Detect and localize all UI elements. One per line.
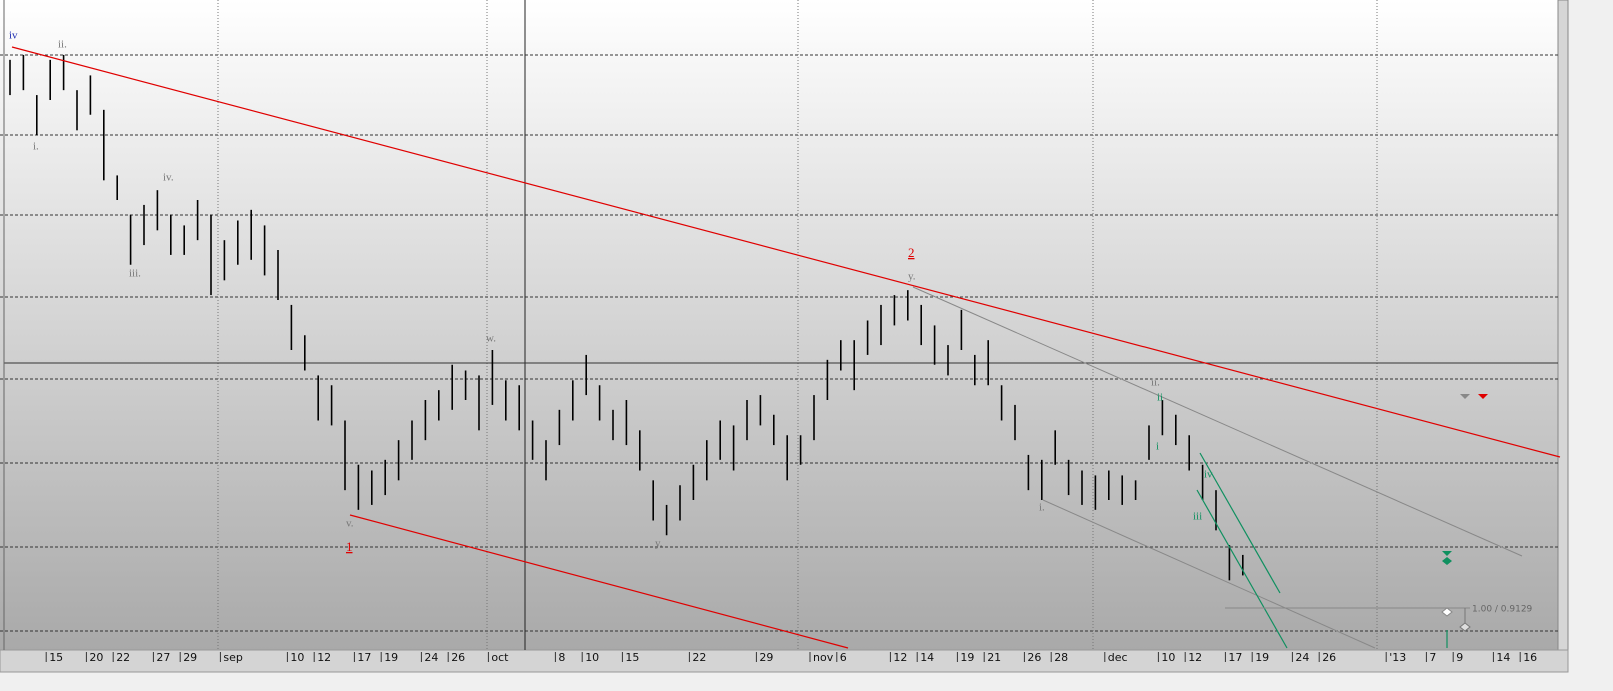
x-tick-label: 12 xyxy=(317,651,331,664)
x-tick-label: 20 xyxy=(89,651,103,664)
x-tick-label: 26 xyxy=(451,651,465,664)
wave-label: iv xyxy=(9,30,18,42)
level-label: 1.00 / 0.9129 xyxy=(1472,605,1533,615)
x-tick-label: 12 xyxy=(893,651,907,664)
x-tick-label: 10 xyxy=(585,651,599,664)
wave-label: 2 xyxy=(908,245,915,260)
x-tick-label: 19 xyxy=(960,651,974,664)
x-axis-band xyxy=(0,649,1569,673)
x-tick-label: 12 xyxy=(1188,651,1202,664)
x-tick-label: 7 xyxy=(1429,651,1436,664)
x-tick-label: 14 xyxy=(1496,651,1510,664)
x-tick-label: 19 xyxy=(1255,651,1269,664)
x-tick-label: 10 xyxy=(290,651,304,664)
plot-background xyxy=(0,0,1558,650)
wave-label: iii. xyxy=(129,268,141,280)
x-tick-label: 21 xyxy=(987,651,1001,664)
x-tick-label: 14 xyxy=(920,651,934,664)
x-tick-label: 29 xyxy=(759,651,773,664)
grid xyxy=(0,0,1558,650)
wave-label: ii. xyxy=(58,39,67,51)
x-tick-label: 8 xyxy=(558,651,565,664)
x-tick-label: 19 xyxy=(384,651,398,664)
price-bars xyxy=(9,54,1244,581)
annotations: iv ii. i. iv. iii. v. 1 w. y. 2 y. ii. i… xyxy=(9,30,1533,615)
wave-label: ii. xyxy=(1151,377,1160,389)
x-tick-label: 26 xyxy=(1322,651,1336,664)
wave-label: w. xyxy=(486,333,496,345)
x-tick-label: 22 xyxy=(116,651,130,664)
x-tick-label: 24 xyxy=(424,651,438,664)
wave-label: i. xyxy=(33,141,39,153)
x-tick-label: dec xyxy=(1108,651,1128,664)
wave-label: iii xyxy=(1193,511,1202,523)
x-tick-label: 10 xyxy=(1161,651,1175,664)
x-tick-label: 9 xyxy=(1456,651,1463,664)
wave-label: iv xyxy=(1204,469,1213,481)
x-tick-label: 27 xyxy=(156,651,170,664)
x-tick-label: 6 xyxy=(840,651,847,664)
x-tick-label: 17 xyxy=(357,651,371,664)
wave-label: y. xyxy=(655,538,663,550)
x-tick-label: 17 xyxy=(1228,651,1242,664)
x-tick-label: 15 xyxy=(625,651,639,664)
x-tick-label: 22 xyxy=(692,651,706,664)
x-axis: 15 20 22 27 29 sep 10 12 17 19 24 26 oct 8 10 15 22 29 nov… xyxy=(45,651,1537,664)
x-tick-label: 16 xyxy=(1523,651,1537,664)
x-tick-label: 28 xyxy=(1054,651,1068,664)
x-tick-label: 24 xyxy=(1295,651,1309,664)
x-tick-label: sep xyxy=(223,651,242,664)
drawing-tools xyxy=(11,46,1561,649)
x-tick-label: nov xyxy=(813,651,834,664)
wave-label: 1 xyxy=(346,539,353,554)
wave-label: i xyxy=(1156,441,1159,453)
wave-label: v. xyxy=(346,518,354,530)
x-tick-label: '13 xyxy=(1389,651,1406,664)
wave-label: ii xyxy=(1157,392,1163,404)
wave-label: iv. xyxy=(163,172,174,184)
wave-label: i. xyxy=(1039,502,1045,514)
x-tick-label: 15 xyxy=(49,651,63,664)
x-tick-label: 26 xyxy=(1027,651,1041,664)
x-tick-label: 29 xyxy=(183,651,197,664)
right-strip xyxy=(1557,0,1569,673)
wave-label: y. xyxy=(908,271,916,283)
x-tick-label: oct xyxy=(491,651,509,664)
